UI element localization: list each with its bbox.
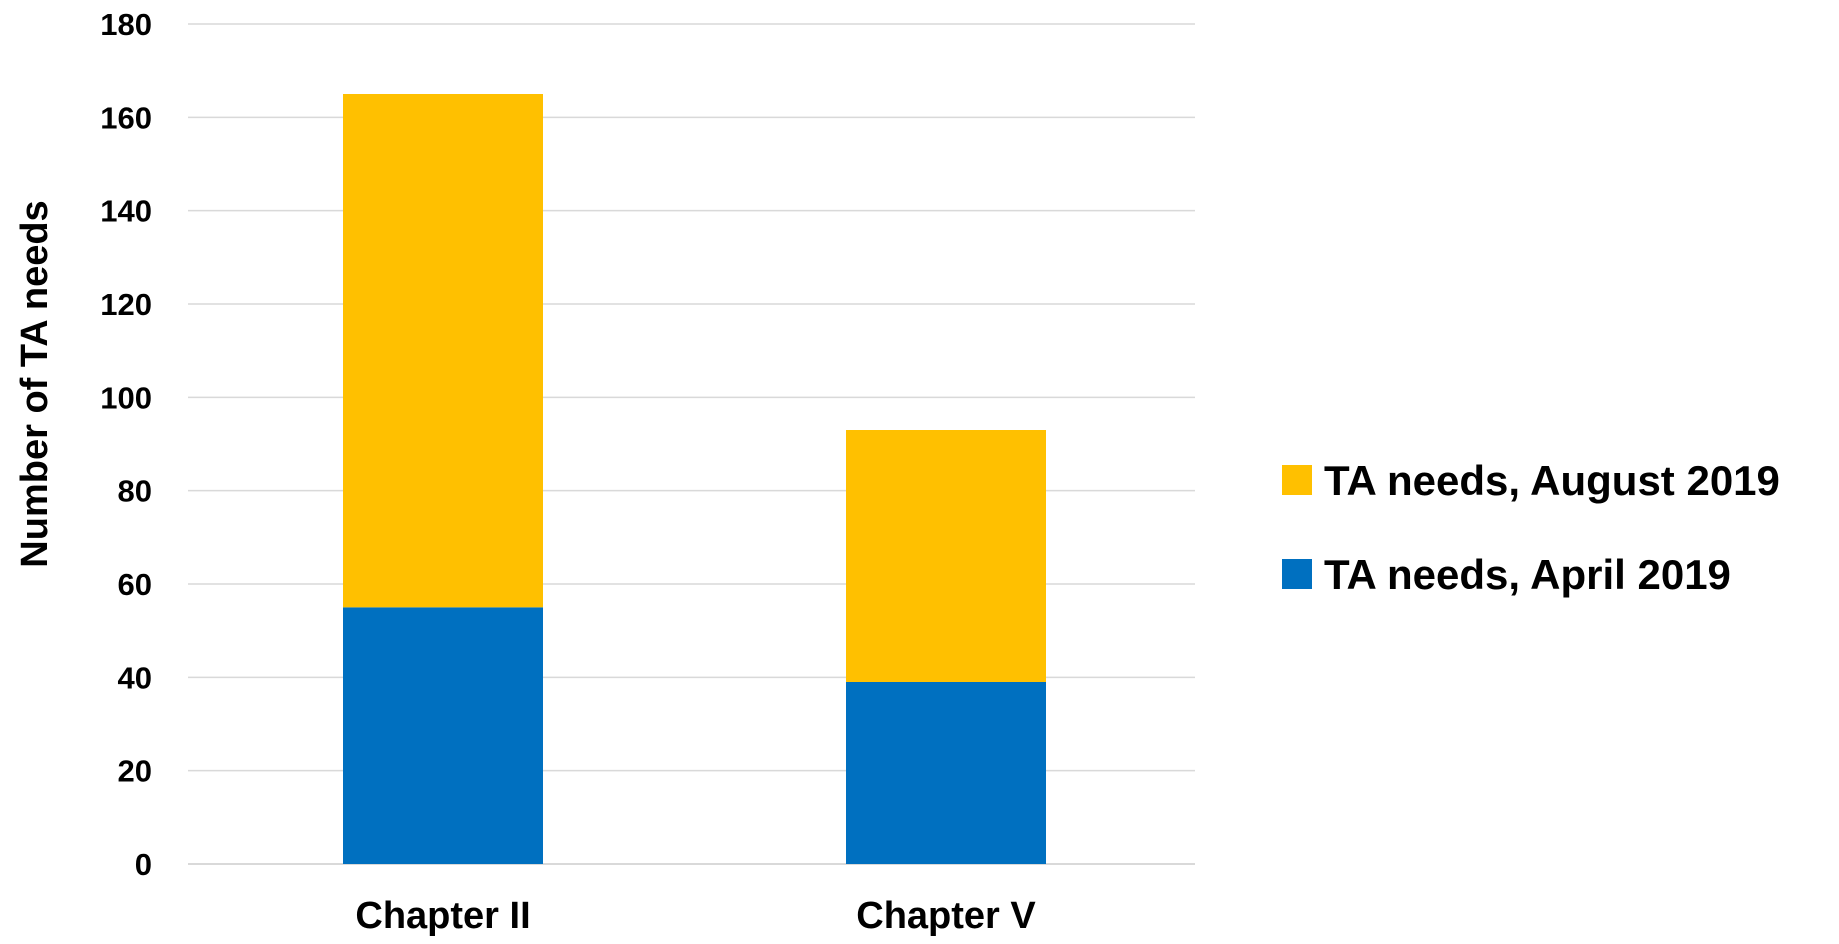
bar-segment-april-chapter-v [846,682,1046,864]
bar-segment-august-chapter-ii [343,94,543,608]
y-tick-label: 0 [135,847,152,882]
y-tick-label: 100 [100,380,152,415]
bars [343,94,1046,864]
y-tick-label: 160 [100,100,152,135]
x-category-label: Chapter II [355,895,530,937]
y-tick-label: 120 [100,287,152,322]
legend-swatch [1282,559,1312,589]
legend-item: TA needs, August 2019 [1282,457,1780,504]
legend-label: TA needs, April 2019 [1324,551,1731,598]
legend-item: TA needs, April 2019 [1282,551,1731,598]
y-tick-label: 60 [118,567,152,602]
bar-segment-april-chapter-ii [343,607,543,864]
bar-segment-august-chapter-v [846,430,1046,682]
legend-label: TA needs, August 2019 [1324,457,1780,504]
x-category-label: Chapter V [856,895,1036,937]
y-tick-label: 20 [118,754,152,789]
y-axis-title: Number of TA needs [14,200,56,567]
x-axis-category-labels: Chapter II Chapter V [355,895,1036,937]
y-tick-label: 140 [100,194,152,229]
y-tick-label: 180 [100,7,152,42]
legend-swatch [1282,465,1312,495]
y-tick-label: 80 [118,474,152,509]
y-axis-tick-labels: 0 20 40 60 80 100 120 140 160 180 [100,7,152,882]
y-tick-label: 40 [118,660,152,695]
legend: TA needs, August 2019 TA needs, April 201… [1282,457,1780,598]
